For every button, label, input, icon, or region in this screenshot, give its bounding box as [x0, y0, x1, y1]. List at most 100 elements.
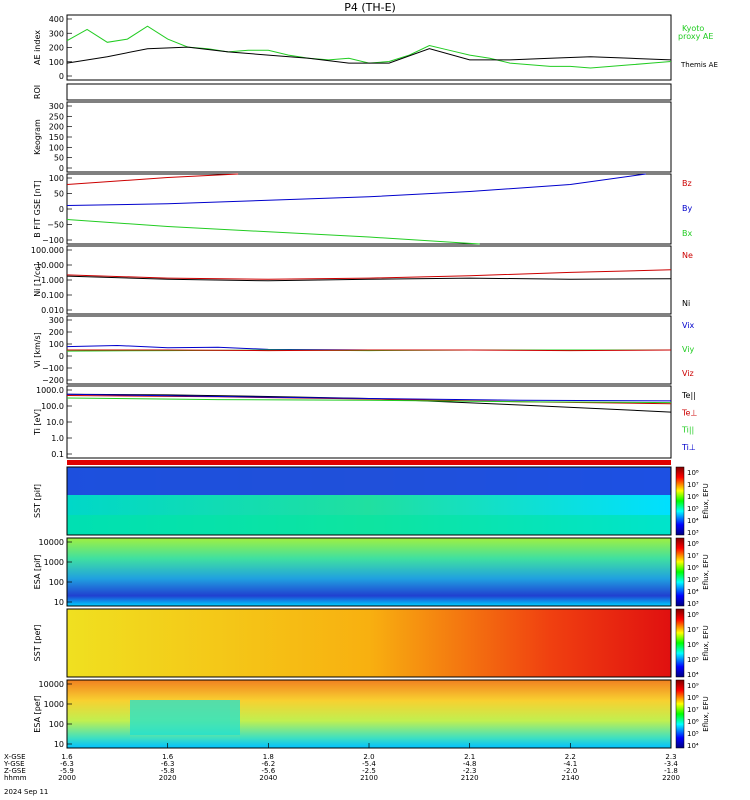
bfield-ytick-label: 50 [54, 190, 64, 199]
keogram-ytick-label: 0 [59, 164, 64, 173]
sst_pif-cbtick: 10⁸ [687, 469, 699, 477]
sst_pef-cbtick: 10⁶ [687, 641, 699, 649]
time-axis-value: -2.0 [563, 767, 577, 775]
velocity-legend-1: Viy [682, 345, 695, 354]
sst-pef-image [67, 609, 671, 677]
keogram-ytick-label: 200 [49, 123, 64, 132]
time-axis-value: -2.3 [463, 767, 477, 775]
temperature-ytick-label: 10.0 [46, 418, 64, 427]
roi-ylabel: ROI [33, 85, 42, 99]
sst-pif-low-band [67, 515, 671, 535]
esa_pef-cbtick: 10⁷ [687, 706, 699, 714]
time-axis-value: -6.3 [60, 760, 74, 768]
density-ytick-label: 1.000 [41, 276, 64, 285]
colorbar-esa-pif [675, 537, 685, 607]
temperature-ytick-label: 100.0 [41, 402, 64, 411]
temperature-ytick-label: 0.1 [51, 450, 64, 459]
time-row-label: hhmm [4, 774, 27, 782]
ae-ytick-label: 400 [49, 15, 64, 24]
velocity-legend-0: Vix [682, 321, 695, 330]
keogram-ylabel: Keogram [33, 119, 42, 155]
time-axis-value: -5.6 [261, 767, 275, 775]
esa_pif-cbtick: 10⁶ [687, 564, 699, 572]
density-legend-0: Ne [682, 251, 693, 260]
time-axis-value: -4.1 [563, 760, 577, 768]
plot-lines [66, 18, 672, 748]
sst-pif-top-band [67, 467, 671, 495]
time-axis-value: 2000 [58, 774, 76, 782]
time-axis-value: 2140 [561, 774, 579, 782]
time-axis-value: 2.3 [665, 753, 676, 761]
density-series-line [66, 269, 672, 280]
esa_pef-cbtick: 10⁸ [687, 694, 699, 702]
velocity-ytick-label: −100 [42, 364, 64, 373]
ae-legend-themis: Themis AE [680, 61, 718, 69]
red-strip [67, 460, 671, 465]
velocity-legend-2: Viz [682, 369, 694, 378]
keogram-ytick-label: 250 [49, 112, 64, 121]
time-axis-value: 2200 [662, 774, 680, 782]
esa_pif-cbtick: 10⁴ [687, 588, 699, 596]
esa_pif-colorbar-label: Eflux, EFU [702, 554, 710, 589]
sst_pif-cbtick: 10⁴ [687, 517, 699, 525]
esa-pef-cyan-patch [130, 700, 240, 735]
panel-roi-frame [66, 83, 672, 101]
esa_pif-cbtick: 10³ [687, 600, 699, 608]
esa-pif-image [67, 538, 671, 606]
ae-series-line [66, 46, 672, 64]
temperature-series-line [66, 397, 672, 404]
time-axis-value: 2120 [461, 774, 479, 782]
bfield-ytick-label: 100 [49, 174, 64, 183]
esa_pef-cbtick: 10⁹ [687, 682, 699, 690]
time-axis-value: 2040 [259, 774, 277, 782]
bfield-legend-2: Bx [682, 229, 692, 238]
temperature-ytick-label: 1.0 [51, 434, 64, 443]
panel-esa-pef [66, 679, 672, 749]
sst-pef-frame [66, 608, 672, 678]
time-row-label: Z-GSE [4, 767, 26, 775]
density-ytick-label: 100.000 [31, 246, 64, 255]
time-row-label: X-GSE [4, 753, 26, 761]
esa_pef-ytick-label: 1000 [44, 700, 64, 709]
time-axis-value: 2020 [159, 774, 177, 782]
panel-sst-pef [66, 608, 672, 678]
time-axis-value: 2.2 [565, 753, 576, 761]
temperature-legend-2: Ti|| [681, 426, 694, 435]
temperature-ylabel: Ti [eV] [33, 409, 42, 436]
bfield-series-line [66, 173, 239, 185]
density-ytick-label: 0.010 [41, 306, 64, 315]
date-label: 2024 Sep 11 [4, 788, 48, 796]
esa_pef-ytick-label: 100 [49, 720, 64, 729]
bfield-series-line [66, 219, 480, 245]
time-axis-value: 2100 [360, 774, 378, 782]
velocity-series-line [66, 344, 671, 351]
time-row-label: Y-GSE [3, 760, 25, 768]
time-axis-value: -1.8 [664, 767, 678, 775]
panel-sst-pif [66, 466, 672, 536]
bfield-ytick-label: −50 [47, 221, 64, 230]
panel-keogram-frame [66, 101, 672, 173]
esa_pif-ylabel: ESA [pif] [33, 555, 42, 590]
bfield-ylabel: B FIT GSE [nT] [33, 180, 42, 238]
ae-ytick-label: 0 [59, 72, 64, 81]
velocity-ytick-label: −200 [42, 376, 64, 385]
time-axis-value: -6.3 [161, 760, 175, 768]
velocity-ytick-label: 100 [49, 340, 64, 349]
bfield-ytick-label: −100 [42, 236, 64, 245]
keogram-ytick-label: 50 [54, 154, 64, 163]
colorbar-esa-pef [675, 679, 685, 749]
esa-pif-frame [66, 537, 672, 607]
esa_pef-cbtick: 10⁶ [687, 718, 699, 726]
ae-series-line [66, 25, 672, 69]
esa_pef-ytick-label: 10000 [39, 680, 64, 689]
density-ylabel: Ni [1/cc] [33, 263, 42, 297]
velocity-ytick-label: 0 [59, 352, 64, 361]
time-axis-value: 2.1 [464, 753, 475, 761]
temperature-series-line [66, 393, 672, 413]
colorbar-sst-pif [675, 466, 685, 536]
esa_pif-ytick-label: 1000 [44, 558, 64, 567]
ae-ytick-label: 300 [49, 29, 64, 38]
sst_pif-ylabel: SST [pif] [33, 484, 42, 518]
